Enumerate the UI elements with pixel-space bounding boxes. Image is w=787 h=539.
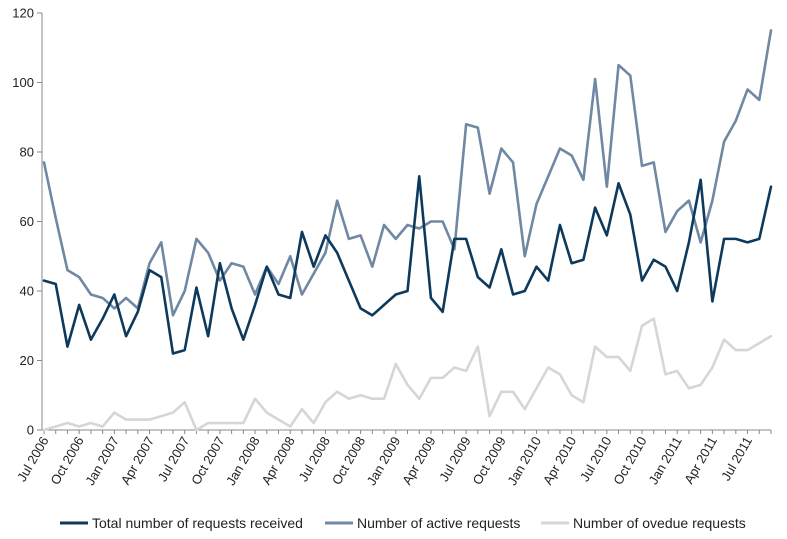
x-tick-label: Jul 2007 [155,434,193,484]
x-tick-label: Apr 2010 [540,434,579,487]
y-tick-label: 100 [12,75,34,90]
series-line-total-received [42,175,773,355]
series-line-active [42,29,773,317]
x-tick-label: Apr 2009 [399,434,438,487]
series-line-overdue [42,317,773,432]
legend-label-total-received: Total number of requests received [92,515,303,531]
x-tick-label: Jul 2008 [295,434,333,484]
x-tick-label: Oct 2010 [610,434,649,487]
x-tick-label: Jul 2006 [14,434,52,484]
y-tick-label: 60 [20,214,34,229]
series-layer [42,29,773,432]
y-tick-label: 0 [27,423,34,438]
x-tick-label: Jul 2011 [718,434,755,483]
x-tick-label: Jan 2007 [82,434,122,488]
x-tick-label: Oct 2008 [329,434,368,487]
y-tick-label: 120 [12,6,34,21]
legend-label-overdue: Number of ovedue requests [573,515,746,531]
y-tick-label: 80 [20,145,34,160]
y-tick-label: 20 [20,353,34,368]
x-tick-label: Oct 2009 [470,434,509,487]
x-tick-label: Jan 2008 [223,434,263,488]
x-tick-label: Jan 2011 [646,434,685,487]
x-tick-label: Oct 2006 [47,434,86,487]
y-axis: 0 20 40 60 80 100 120 [12,6,43,438]
x-tick-label: Jul 2010 [577,434,615,484]
legend-label-active: Number of active requests [357,515,520,531]
x-tick-label: Oct 2007 [188,434,227,487]
x-tick-label: Apr 2007 [118,434,157,487]
y-tick-label: 40 [20,284,34,299]
x-tick-label: Apr 2008 [258,434,297,487]
legend: Total number of requests received Number… [60,515,746,531]
x-tick-label: Jan 2010 [504,434,544,488]
x-tick-label: Jan 2009 [364,434,404,488]
x-tick-label: Apr 2011 [681,434,720,486]
x-tick-label: Jul 2009 [436,434,474,484]
